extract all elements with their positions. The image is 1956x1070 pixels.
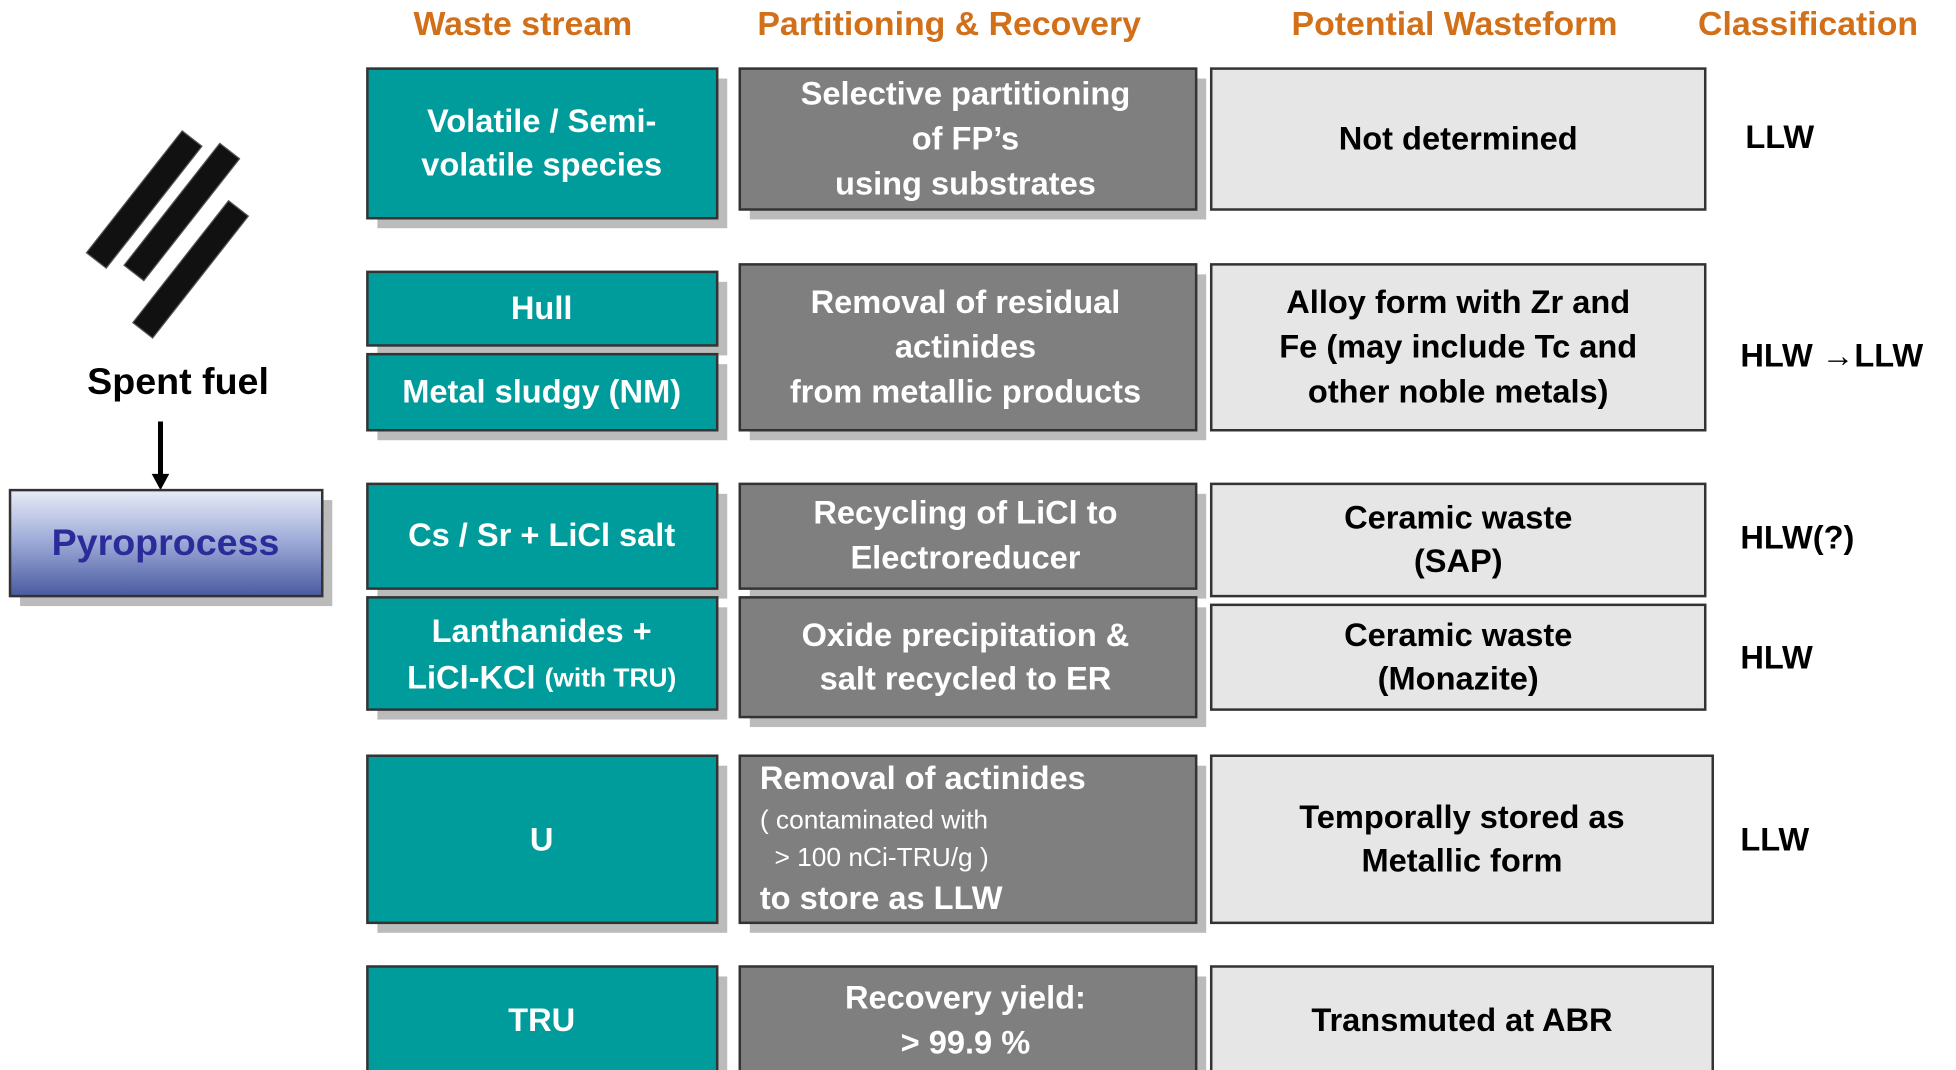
column-header: Waste stream — [413, 5, 632, 43]
partitioning-label: ( contaminated with — [760, 805, 988, 835]
column-header: Partitioning & Recovery — [757, 5, 1141, 43]
process-label: Pyroprocess — [52, 521, 280, 563]
input-label: Spent fuel — [87, 360, 269, 402]
box — [367, 69, 717, 219]
waste-label: volatile species — [421, 147, 662, 183]
waste-label: TRU — [508, 1002, 575, 1038]
partitioning-label: Electroreducer — [850, 540, 1080, 576]
partitioning-label: Removal of residual — [811, 284, 1121, 320]
partitioning-label: > 100 nCi-TRU/g ) — [760, 842, 989, 872]
classification-label: HLW(?) — [1740, 520, 1854, 556]
classification-label: LLW — [1740, 821, 1809, 857]
wasteform-label: (SAP) — [1414, 543, 1503, 579]
fuel-rods — [86, 131, 248, 338]
page: {"headers": ["Waste stream", "Partitioni… — [0, 0, 1956, 1070]
partitioning-label: > 99.9 % — [901, 1025, 1031, 1061]
wasteform-label: Metallic form — [1361, 843, 1562, 879]
column-header: Potential Wasteform — [1291, 5, 1617, 43]
diagram: Waste stream Partitioning & Recovery Poten… — [0, 0, 1956, 1070]
wasteform-label: Not determined — [1339, 121, 1578, 157]
waste-label-part: LiCl-KCl — [407, 659, 545, 695]
box — [740, 597, 1196, 717]
arrow — [152, 422, 170, 491]
partitioning-label: Selective partitioning — [801, 76, 1131, 112]
waste-label: U — [530, 821, 554, 857]
waste-label: Volatile / Semi- — [427, 103, 656, 139]
waste-label: Lanthanides + — [432, 613, 652, 649]
wasteform-label: Temporally stored as — [1299, 799, 1624, 835]
partitioning-label: to store as LLW — [760, 880, 1003, 916]
wasteform-label: Transmuted at ABR — [1311, 1002, 1612, 1038]
partitioning-label: Oxide precipitation & — [802, 617, 1130, 653]
partitioning-label: actinides — [895, 329, 1036, 365]
partitioning-label: of FP’s — [912, 121, 1019, 157]
partitioning-label: Removal of actinides — [760, 760, 1086, 796]
wasteform-label: other noble metals) — [1308, 374, 1609, 410]
box — [1211, 756, 1713, 923]
column-header: Classification — [1698, 5, 1918, 43]
waste-label: Cs / Sr + LiCl salt — [408, 517, 675, 553]
wasteform-label: Ceramic waste — [1344, 617, 1572, 653]
partitioning-label: from metallic products — [790, 374, 1141, 410]
classification-label: HLW — [1740, 639, 1813, 675]
partitioning-label: salt recycled to ER — [820, 661, 1112, 697]
wasteform-label: Ceramic waste — [1344, 500, 1572, 536]
wasteform-label: Alloy form with Zr and — [1286, 284, 1630, 320]
classification-label: HLW →LLW — [1740, 338, 1923, 374]
partitioning-label: Recovery yield: — [845, 980, 1086, 1016]
waste-label: Metal sludgy (NM) — [402, 374, 681, 410]
partitioning-label: Recycling of LiCl to — [813, 495, 1117, 531]
partitioning-label: using substrates — [835, 165, 1096, 201]
waste-label: Hull — [511, 290, 573, 326]
waste-label-part: (with TRU) — [545, 663, 677, 693]
waste-label: LiCl-KCl (with TRU) — [407, 659, 676, 695]
classification-label: LLW — [1745, 119, 1814, 155]
wasteform-label: Fe (may include Tc and — [1279, 329, 1637, 365]
wasteform-label: (Monazite) — [1378, 661, 1539, 697]
